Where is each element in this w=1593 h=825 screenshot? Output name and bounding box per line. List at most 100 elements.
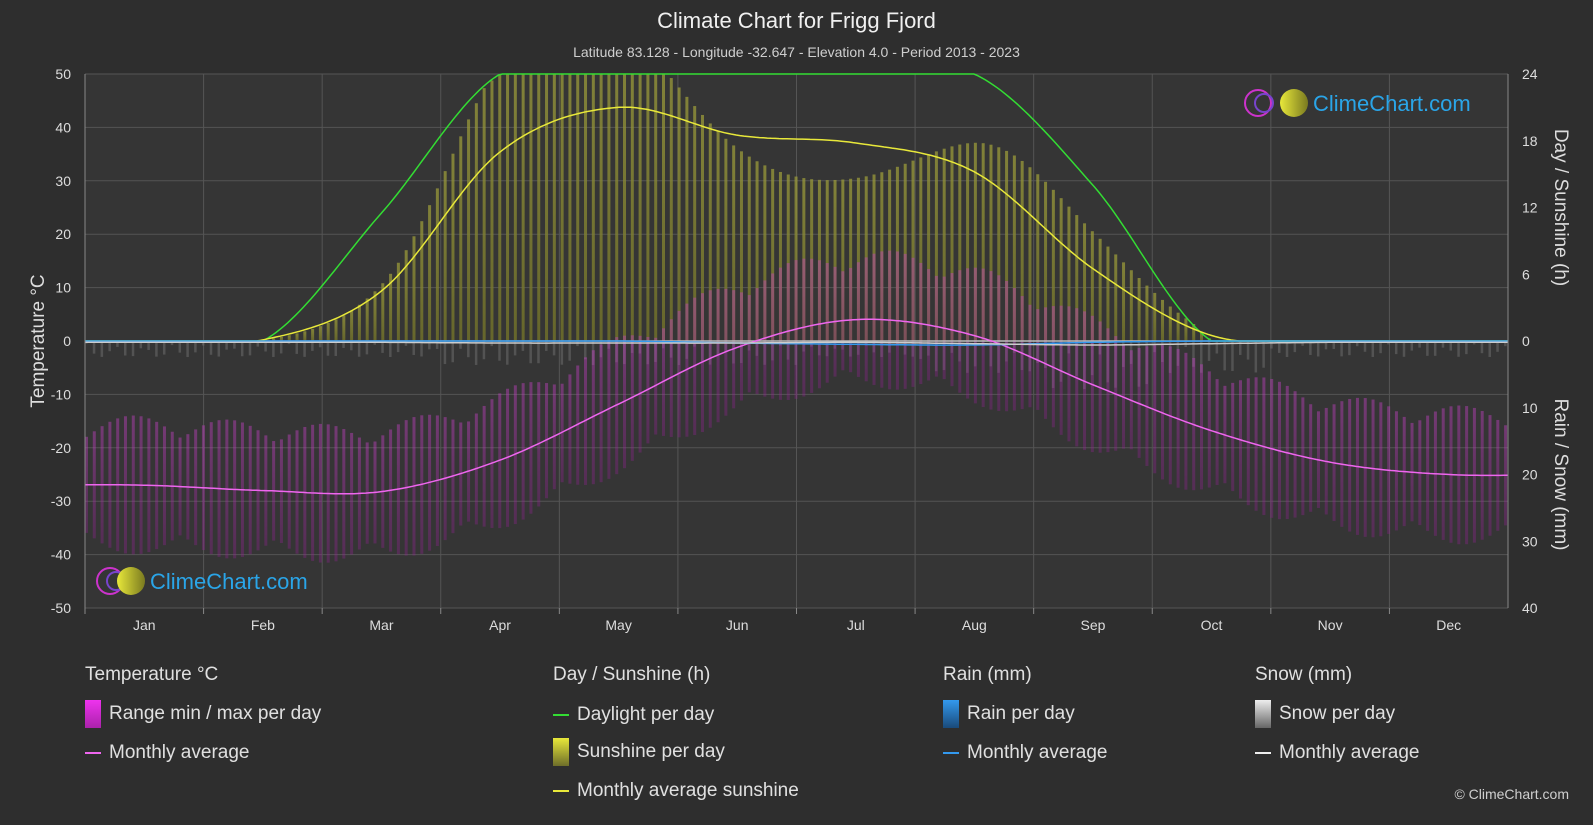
y-tick-label: 20 (55, 226, 71, 242)
legend-sunshine-title: Day / Sunshine (h) (553, 664, 711, 685)
sunshine-bar (350, 310, 354, 341)
y3-axis-title: Rain / Snow (mm) (1550, 398, 1571, 550)
sunshine-bar (1083, 223, 1087, 341)
x-tick-label: Mar (369, 617, 393, 633)
y-tick-label: -40 (51, 547, 71, 563)
sunshine-bar (1192, 324, 1196, 341)
sunshine-bar (911, 160, 915, 341)
snow-bar (428, 341, 431, 350)
snow-bar (467, 341, 470, 358)
snow-bar (334, 341, 338, 356)
snow-bar (1363, 341, 1367, 352)
sunshine-bar (1051, 189, 1055, 341)
snow-bar (1332, 341, 1336, 349)
watermark-bottom: ClimeChart.com (96, 567, 308, 595)
legend-label: Daylight per day (577, 704, 715, 725)
snow-bar (1371, 341, 1375, 357)
sunshine-bar (506, 74, 510, 341)
snow-bar (240, 341, 244, 357)
sunshine-bar (771, 168, 775, 341)
logo-sun-icon (1280, 89, 1308, 117)
snow-bar (1340, 341, 1343, 357)
snow-bar (1348, 341, 1351, 356)
snow-bar (365, 341, 369, 355)
swatch-line-icon (85, 752, 101, 754)
x-tick-label: Jul (847, 617, 865, 633)
sunshine-bar (303, 331, 307, 341)
sunshine-bar (1098, 238, 1102, 341)
snow-bar (381, 341, 384, 353)
sunshine-bar (451, 153, 455, 341)
swatch-sunshine-icon (553, 738, 569, 766)
sunshine-bar (1012, 155, 1016, 341)
y3-tick-label: 20 (1522, 467, 1538, 483)
temperature-avg-line (85, 318, 1508, 495)
snow-bar (1394, 341, 1398, 355)
sunshine-bar (833, 179, 837, 341)
snow-bar (1418, 341, 1421, 348)
snow-bar (513, 341, 517, 356)
y-tick-label: 10 (55, 280, 71, 296)
sunshine-bar (381, 283, 385, 341)
sunshine-bar (646, 74, 650, 341)
snow-bar (1223, 341, 1226, 371)
snow-bar (92, 341, 96, 354)
sunshine-bar (623, 74, 627, 341)
x-tick-label: Dec (1436, 617, 1461, 633)
sunshine-bar (326, 322, 330, 341)
sunshine-bar (607, 74, 611, 341)
copyright: © ClimeChart.com (1454, 786, 1569, 802)
axes: 50 40 30 20 10 0 -10 -20 -30 -40 -50 24 18 12 6 0 10 20 30… (28, 66, 1571, 633)
snow-bar (186, 341, 189, 358)
snow-bar (1426, 341, 1429, 356)
snow-bar (1215, 341, 1219, 354)
legend-label: Monthly average (1279, 742, 1420, 763)
sunshine-bar (973, 142, 977, 341)
sunshine-bar (966, 143, 970, 341)
chart-title: Climate Chart for Frigg Fjord (657, 8, 936, 33)
sunshine-bar (311, 328, 315, 341)
snow-bar (1433, 341, 1437, 356)
y2-tick-label: 18 (1522, 133, 1538, 149)
snow-bar (1465, 341, 1468, 355)
snow-bar (1457, 341, 1460, 357)
logo-sun-icon (117, 567, 145, 595)
snow-bar (560, 341, 564, 365)
snow-bar (1504, 341, 1507, 347)
sunshine-bar (1005, 150, 1009, 341)
swatch-snow-icon (1255, 700, 1271, 728)
sunshine-bar (669, 78, 673, 341)
sunshine-bar (1090, 231, 1094, 341)
snow-bar (194, 341, 197, 353)
snow-bar (1246, 341, 1250, 360)
snow-bar (248, 341, 252, 356)
legend-label: Range min / max per day (109, 703, 322, 724)
sunshine-bar (724, 138, 728, 341)
snow-bar (498, 341, 501, 361)
snow-bar (1355, 341, 1359, 347)
sunshine-bar (1184, 318, 1188, 341)
snow-bar (357, 341, 361, 357)
x-tick-label: Oct (1201, 617, 1223, 633)
snow-bar (1262, 341, 1265, 368)
legend-snow-title: Snow (mm) (1255, 664, 1353, 685)
sunshine-bar (482, 88, 486, 341)
sunshine-bar (1036, 174, 1040, 341)
snow-bar (420, 341, 423, 357)
sunshine-bar (1153, 292, 1157, 341)
sunshine-bar (708, 123, 712, 341)
sunshine-bar (1129, 270, 1133, 341)
legend-rain-avg: Monthly average (943, 742, 1107, 764)
snow-bar (116, 341, 119, 347)
y2-tick-label: 24 (1522, 66, 1538, 82)
sunshine-bar (365, 298, 369, 341)
legend-temp-range: Range min / max per day (85, 700, 321, 728)
y-tick-label: 0 (63, 333, 71, 349)
sunshine-bar (529, 74, 533, 341)
legend-label: Monthly average sunshine (577, 780, 799, 801)
y-tick-label: 50 (55, 66, 71, 82)
sunshine-bar (997, 147, 1001, 341)
legend-label: Monthly average (109, 742, 250, 763)
sunshine-bar (630, 74, 634, 341)
y2-axis-title: Day / Sunshine (h) (1550, 129, 1571, 286)
